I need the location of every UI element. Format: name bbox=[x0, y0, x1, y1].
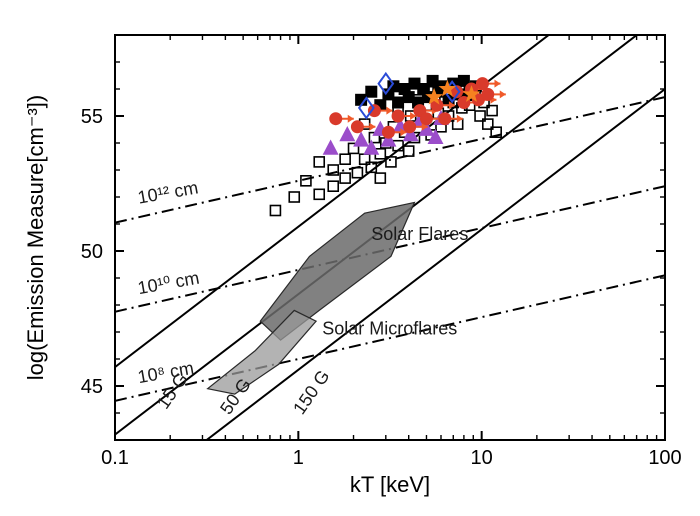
point-red-circles bbox=[368, 105, 380, 117]
x-tick-label: 0.1 bbox=[101, 447, 129, 469]
point-red-circles bbox=[482, 88, 494, 100]
point-red-circles bbox=[476, 78, 488, 90]
x-tick-label: 100 bbox=[648, 447, 681, 469]
point-red-circles bbox=[439, 113, 451, 125]
point-red-circles bbox=[404, 121, 416, 133]
chart-svg: Solar Flares Solar Microflares 0.1 1 10 100 45… bbox=[0, 0, 700, 516]
point-red-circles bbox=[392, 110, 404, 122]
point-filled-squares bbox=[393, 97, 404, 108]
y-tick-label: 55 bbox=[81, 106, 103, 128]
y-axis-label: log(Emission Measure[cm⁻³]) bbox=[23, 95, 48, 380]
x-tick-label: 10 bbox=[471, 447, 493, 469]
point-red-circles bbox=[420, 113, 432, 125]
region-label: Solar Flares bbox=[371, 224, 468, 244]
y-tick-label: 45 bbox=[81, 376, 103, 398]
point-red-circles bbox=[382, 126, 394, 138]
point-red-circles bbox=[330, 113, 342, 125]
x-axis-label: kT [keV] bbox=[350, 472, 430, 497]
chart-container: Solar Flares Solar Microflares 0.1 1 10 100 45… bbox=[0, 0, 700, 516]
x-tick-label: 1 bbox=[293, 447, 304, 469]
point-red-circles bbox=[351, 121, 363, 133]
point-filled-squares bbox=[366, 86, 377, 97]
point-filled-squares bbox=[427, 75, 438, 86]
region-label: Solar Microflares bbox=[322, 319, 457, 339]
y-tick-label: 50 bbox=[81, 241, 103, 263]
